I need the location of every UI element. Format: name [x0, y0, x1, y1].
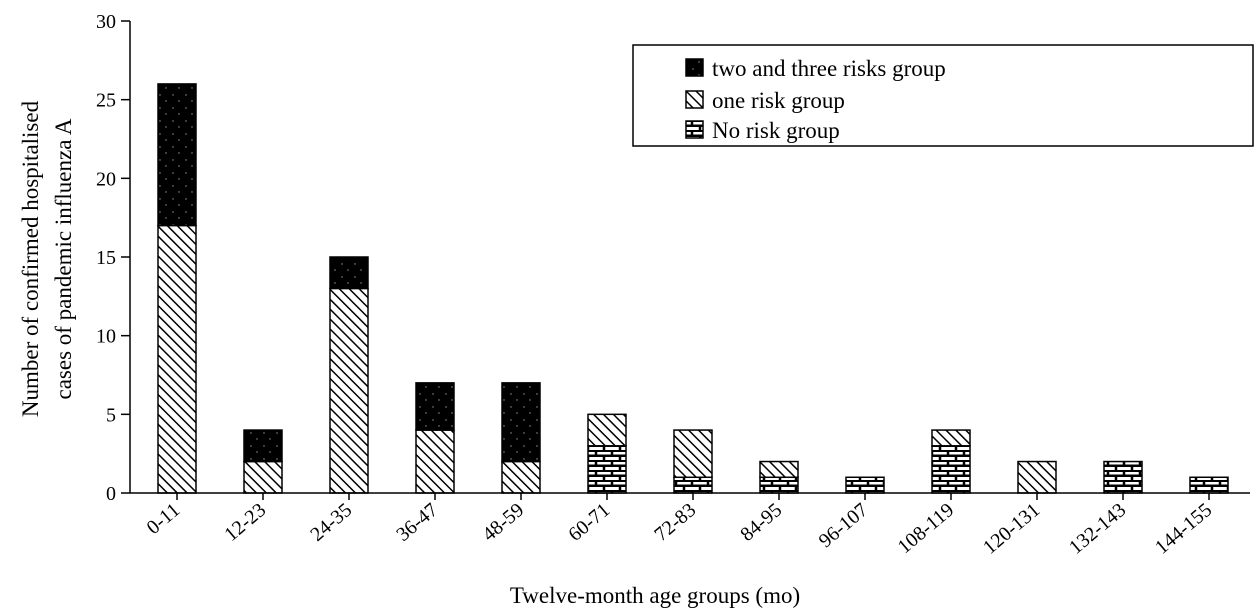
bar-segment — [157, 224, 197, 494]
y-tick-label: 25 — [96, 90, 116, 112]
bars-group — [157, 83, 1229, 494]
bar-segment — [931, 445, 971, 494]
bar-segment — [673, 429, 713, 479]
x-tick-label: 84-95 — [736, 499, 786, 546]
x-axis: 0-11 12-23 24-35 36-47 48-59 60-71 72-83 84-95 9… — [130, 492, 1250, 559]
legend-swatch — [685, 120, 704, 139]
bar-segment — [329, 287, 369, 494]
bar-segment — [1103, 460, 1143, 494]
legend: two and three risks group one risk group N… — [632, 44, 1254, 147]
legend-swatch — [685, 90, 704, 109]
bar-segment — [1189, 476, 1229, 494]
legend-label: two and three risks group — [712, 56, 946, 81]
y-axis-title: Number of confirmed hospitalised cases o… — [18, 100, 76, 417]
bar-segment — [759, 460, 799, 479]
bar-segment — [673, 476, 713, 494]
x-tick-label: 12-23 — [220, 499, 270, 546]
y-axis-title-line-2: cases of pandemic influenza A — [51, 118, 76, 399]
x-tick-label: 120-131 — [979, 499, 1044, 559]
x-tick-label: 132-143 — [1065, 499, 1130, 559]
bar-segment — [1017, 460, 1057, 494]
y-tick-label: 10 — [96, 326, 116, 348]
bar-segment — [587, 413, 627, 447]
x-tick-label: 24-35 — [306, 499, 356, 546]
bar-segment — [587, 445, 627, 494]
bar-segment — [501, 460, 541, 494]
bar-segment — [759, 476, 799, 494]
bar-segment — [415, 382, 455, 431]
legend-frame — [632, 44, 1254, 147]
bar-segment — [157, 83, 197, 227]
bar-segment — [931, 429, 971, 447]
x-tick-label: 0-11 — [143, 499, 185, 539]
legend-swatch — [685, 58, 704, 77]
x-tick-label: 108-119 — [894, 499, 959, 558]
y-tick-label: 5 — [106, 404, 116, 426]
x-tick-label: 36-47 — [392, 499, 442, 546]
legend-label: No risk group — [712, 118, 840, 143]
bar-segment — [501, 382, 541, 463]
legend-label: one risk group — [712, 88, 845, 113]
bar-segment — [415, 429, 455, 494]
bar-segment — [845, 476, 885, 494]
x-axis-title: Twelve-month age groups (mo) — [510, 583, 800, 608]
x-tick-label: 48-59 — [478, 499, 528, 546]
x-tick-label: 72-83 — [650, 499, 700, 546]
bar-segment — [243, 460, 283, 494]
bar-segment — [243, 429, 283, 463]
y-tick-label: 15 — [96, 247, 116, 269]
x-tick-label: 60-71 — [564, 499, 614, 546]
x-tick-label: 96-107 — [815, 499, 873, 552]
y-tick-label: 20 — [96, 168, 116, 190]
y-axis: 0 5 10 15 20 25 30 — [96, 11, 131, 505]
y-tick-label: 30 — [96, 11, 116, 33]
bar-segment — [329, 256, 369, 290]
x-tick-label: 144-155 — [1151, 499, 1216, 559]
y-axis-title-line-1: Number of confirmed hospitalised — [18, 100, 43, 417]
y-tick-label: 0 — [106, 483, 116, 505]
